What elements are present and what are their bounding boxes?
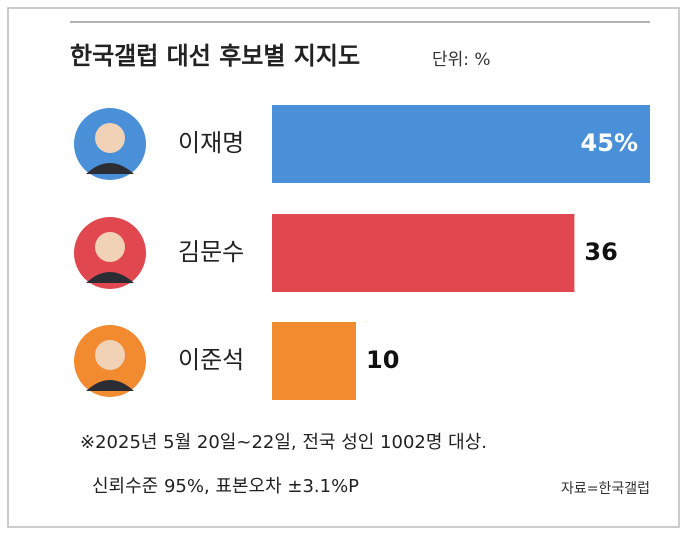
chart-title: 한국갤럽 대선 후보별 지지도 <box>70 42 360 70</box>
value-label: 45% <box>581 129 638 157</box>
footnote: ※2025년 5월 20일~22일, 전국 성인 1002명 대상. <box>80 432 487 453</box>
unit-label: 단위: % <box>432 50 491 70</box>
avatar-head <box>95 340 125 370</box>
avatar-body <box>86 163 134 174</box>
category-label: 이재명 <box>178 129 244 157</box>
avatar-head <box>95 232 125 262</box>
bar <box>272 214 575 292</box>
category-label: 김문수 <box>178 238 244 266</box>
avatar-body <box>86 272 134 283</box>
value-label: 36 <box>584 238 617 266</box>
bar <box>272 322 356 400</box>
footnote: 신뢰수준 95%, 표본오차 ±3.1%P <box>92 476 359 497</box>
value-label: 10 <box>366 346 399 374</box>
avatar-head <box>95 123 125 153</box>
avatar-body <box>86 380 134 391</box>
category-label: 이준석 <box>178 346 244 374</box>
bar <box>272 105 650 183</box>
source: 자료=한국갤럽 <box>561 481 650 497</box>
